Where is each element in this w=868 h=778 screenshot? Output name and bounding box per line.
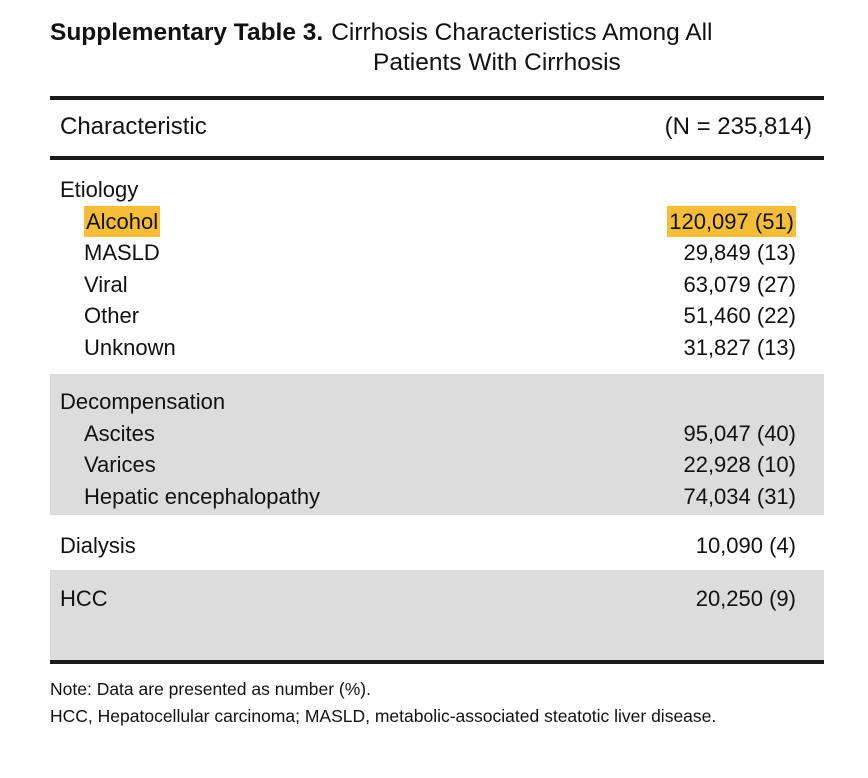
table-row: Viral 63,079 (27) [50,269,824,301]
row-value-dialysis: 10,090 (4) [695,533,796,558]
row-value-hcc: 20,250 (9) [695,586,796,611]
table-notes: Note: Data are presented as number (%). … [50,676,830,730]
table-row: Hepatic encephalopathy 74,034 (31) [50,481,824,513]
caption-title-line1: Cirrhosis Characteristics Among All [331,19,713,46]
table-bottom-rule [50,660,824,664]
row-value-other: 51,460 (22) [683,303,796,328]
table-header-rule [50,156,824,160]
table-row: Other 51,460 (22) [50,300,824,332]
row-label-ascites: Ascites [84,420,155,446]
caption-label: Supplementary Table 3. [50,19,324,46]
table-row: Dialysis 10,090 (4) [50,530,824,562]
row-value-hepatic-encephalopathy: 74,034 (31) [683,483,796,509]
row-label-varices: Varices [84,452,156,477]
note-abbreviations: HCC, Hepatocellular carcinoma; MASLD, me… [50,706,717,726]
row-value-varices: 22,928 (10) [683,452,796,477]
row-value-ascites: 95,047 (40) [683,420,796,446]
row-label-other: Other [84,303,140,328]
note-data-format: Note: Data are presented as number (%). [50,679,371,699]
table-row: Unknown 31,827 (13) [50,332,824,364]
row-label-hepatic-encephalopathy: Hepatic encephalopathy [84,483,321,509]
row-label-dialysis: Dialysis [60,533,136,558]
row-label-hcc: HCC [60,586,108,611]
row-label-viral: Viral [84,271,128,297]
table-row: Varices 22,928 (10) [50,449,824,481]
hcc-section: HCC 20,250 (9) [50,570,824,660]
table-caption: Supplementary Table 3. Cirrhosis Charact… [50,18,830,78]
etiology-section: Etiology Alcohol 120,097 (51) MASLD 29,8… [50,174,824,363]
row-value-alcohol: 120,097 (51) [667,205,796,237]
section-heading-etiology: Etiology [60,177,139,202]
column-header-total: (N = 235,814) [664,113,812,140]
table-row: Alcohol 120,097 (51) [50,205,824,237]
table-row: HCC 20,250 (9) [50,583,824,615]
table-top-rule [50,96,824,100]
dialysis-section: Dialysis 10,090 (4) [50,530,824,570]
row-label-alcohol: Alcohol [84,205,161,237]
table-row: Decompensation [50,386,824,418]
column-header-characteristic: Characteristic [60,113,207,140]
section-heading-decompensation: Decompensation [60,389,226,414]
caption-title-line2: Patients With Cirrhosis [373,49,621,76]
row-value-viral: 63,079 (27) [683,271,796,297]
row-value-masld: 29,849 (13) [683,240,796,265]
table-row: Ascites 95,047 (40) [50,418,824,450]
row-value-unknown: 31,827 (13) [683,334,796,360]
row-label-unknown: Unknown [84,334,176,360]
table-row: MASLD 29,849 (13) [50,237,824,269]
row-label-masld: MASLD [84,240,160,265]
decompensation-section: Decompensation Ascites 95,047 (40) Varic… [50,374,824,515]
table-row: Etiology [50,174,824,206]
